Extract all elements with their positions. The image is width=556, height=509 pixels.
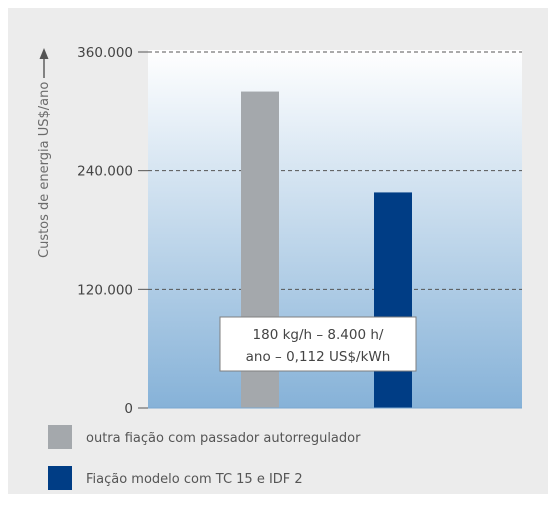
y-tick-label: 120.000 [77, 282, 133, 298]
legend-label-blue: Fiação modelo com TC 15 e IDF 2 [86, 472, 303, 487]
y-tick-label: 240.000 [77, 164, 133, 180]
annotation-line-1: 180 kg/h – 8.400 h/ [253, 327, 384, 343]
annotation-line-2: ano – 0,112 US$/kWh [246, 349, 391, 365]
legend: outra fiação com passador autorregulador… [48, 425, 361, 490]
annotation-box: 180 kg/h – 8.400 h/ ano – 0,112 US$/kWh [219, 316, 417, 372]
y-axis: 0 120.000 240.000 360.000 [77, 45, 522, 417]
y-tick-label: 360.000 [77, 45, 133, 61]
y-axis-arrow-icon [39, 48, 49, 78]
legend-swatch-gray [48, 425, 72, 449]
legend-swatch-blue [48, 466, 72, 490]
legend-label-gray: outra fiação com passador autorregulador [86, 431, 361, 446]
gridlines [148, 51, 522, 290]
y-axis-label: Custos de energia US$/ano [37, 82, 52, 258]
y-tick-label: 0 [124, 401, 133, 417]
bar-fiacao-modelo [374, 192, 412, 408]
